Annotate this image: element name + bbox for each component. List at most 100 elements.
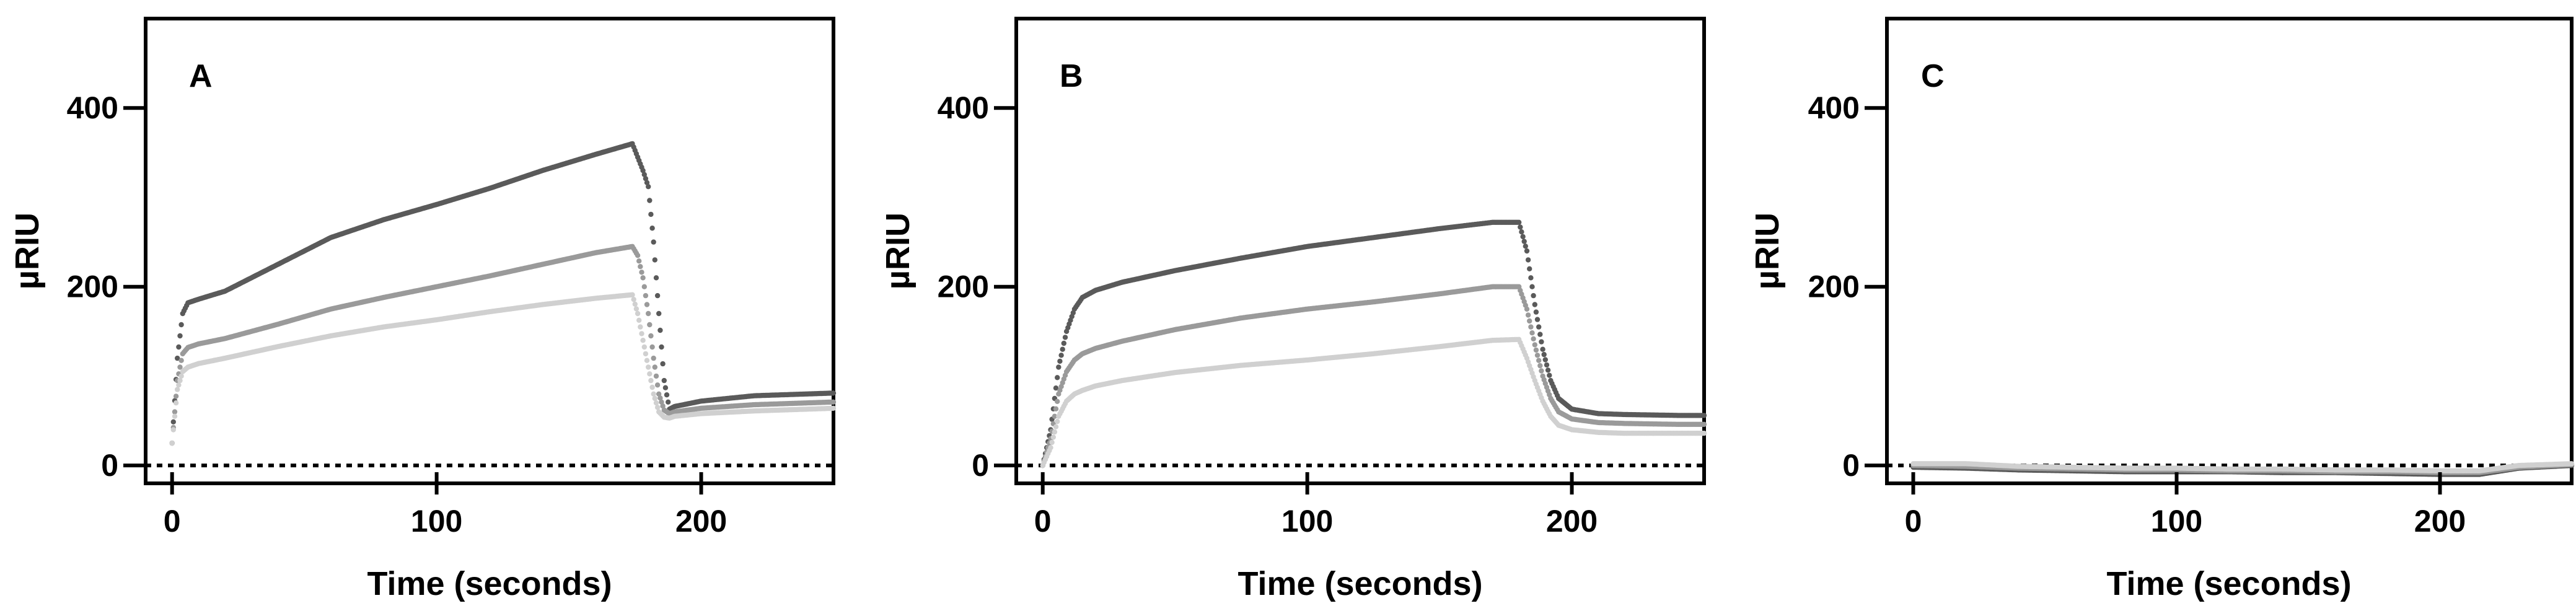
data-point bbox=[1049, 439, 1055, 446]
data-point bbox=[664, 392, 670, 398]
y-tick-label: 400 bbox=[67, 90, 118, 125]
data-point bbox=[1539, 339, 1544, 345]
data-point bbox=[1525, 257, 1531, 263]
data-point bbox=[635, 310, 641, 317]
data-point bbox=[633, 306, 640, 312]
data-point bbox=[640, 275, 646, 281]
data-point bbox=[648, 333, 654, 339]
data-point bbox=[638, 324, 643, 330]
series-2 bbox=[1040, 284, 1707, 468]
data-point bbox=[1529, 284, 1535, 289]
data-point bbox=[1062, 335, 1068, 340]
data-point bbox=[657, 395, 663, 401]
data-point bbox=[647, 371, 653, 377]
data-point bbox=[1527, 318, 1532, 324]
data-point bbox=[1520, 234, 1526, 240]
data-point bbox=[652, 364, 658, 370]
data-point bbox=[176, 382, 182, 388]
data-point bbox=[643, 176, 649, 182]
data-point bbox=[1545, 367, 1551, 373]
data-point bbox=[632, 301, 638, 307]
data-point bbox=[1516, 219, 1522, 225]
data-point bbox=[1532, 302, 1537, 307]
data-point bbox=[169, 440, 175, 446]
data-point bbox=[641, 284, 648, 289]
data-point bbox=[172, 413, 178, 419]
data-point bbox=[636, 258, 642, 264]
data-point bbox=[643, 292, 649, 299]
data-point bbox=[1539, 368, 1544, 374]
data-point bbox=[1701, 431, 1707, 436]
data-point bbox=[653, 400, 659, 406]
data-point bbox=[641, 172, 648, 177]
data-point bbox=[1523, 244, 1528, 249]
data-point bbox=[175, 387, 180, 392]
y-tick-label: 200 bbox=[67, 270, 118, 304]
data-point bbox=[661, 377, 667, 384]
series-1 bbox=[1040, 219, 1707, 468]
x-axis-title: Time (seconds) bbox=[367, 565, 612, 602]
data-point bbox=[1537, 363, 1543, 369]
series-3 bbox=[1040, 336, 1707, 468]
data-point bbox=[652, 257, 658, 263]
data-point bbox=[173, 400, 179, 406]
data-point bbox=[830, 405, 837, 411]
data-point bbox=[651, 391, 656, 397]
data-point bbox=[652, 395, 658, 402]
data-point bbox=[178, 373, 184, 379]
series-2 bbox=[169, 244, 837, 446]
y-tick-label: 400 bbox=[1808, 90, 1860, 125]
x-tick-label: 200 bbox=[1546, 504, 1598, 538]
data-point bbox=[1536, 324, 1542, 330]
data-point bbox=[1056, 364, 1062, 370]
data-point bbox=[1058, 353, 1064, 358]
data-point bbox=[659, 399, 664, 405]
data-point bbox=[177, 333, 183, 339]
data-point bbox=[1521, 239, 1527, 244]
data-point bbox=[176, 344, 182, 350]
data-point bbox=[656, 310, 662, 317]
data-point bbox=[1701, 421, 1707, 427]
data-point bbox=[830, 399, 837, 405]
y-axis-title: µRIU bbox=[879, 213, 917, 289]
data-point bbox=[1542, 357, 1548, 363]
data-point bbox=[1052, 413, 1058, 419]
data-point bbox=[1052, 429, 1058, 435]
series-1 bbox=[169, 141, 837, 446]
data-point bbox=[636, 317, 642, 323]
data-point bbox=[1541, 351, 1547, 358]
data-point bbox=[646, 364, 651, 370]
y-tick-label: 0 bbox=[972, 448, 989, 483]
x-axis-title: Time (seconds) bbox=[1237, 565, 1482, 602]
plot-frame bbox=[144, 17, 835, 485]
data-point bbox=[660, 361, 666, 367]
y-axis-title: µRIU bbox=[1749, 213, 1786, 289]
data-point bbox=[178, 322, 184, 328]
data-point bbox=[646, 310, 651, 317]
x-tick-label: 0 bbox=[1905, 504, 1922, 538]
series-3 bbox=[169, 292, 837, 446]
panel-label: B bbox=[1060, 58, 1083, 94]
data-point bbox=[178, 358, 184, 363]
y-axis-title: µRIU bbox=[9, 213, 46, 289]
data-point bbox=[1540, 346, 1545, 352]
data-point bbox=[177, 364, 183, 370]
plot-frame bbox=[1014, 17, 1706, 485]
data-point bbox=[647, 322, 653, 328]
data-point bbox=[1060, 346, 1065, 352]
data-point bbox=[1053, 406, 1059, 411]
data-point bbox=[631, 297, 636, 302]
data-point bbox=[638, 264, 643, 270]
data-point bbox=[651, 239, 656, 245]
data-point bbox=[640, 338, 646, 343]
data-point bbox=[1048, 445, 1053, 451]
x-axis-title: Time (seconds) bbox=[2106, 565, 2351, 602]
data-point bbox=[1534, 353, 1541, 358]
data-point bbox=[1529, 330, 1535, 336]
x-tick-label: 100 bbox=[2151, 504, 2202, 538]
x-tick-label: 0 bbox=[1034, 504, 1052, 538]
